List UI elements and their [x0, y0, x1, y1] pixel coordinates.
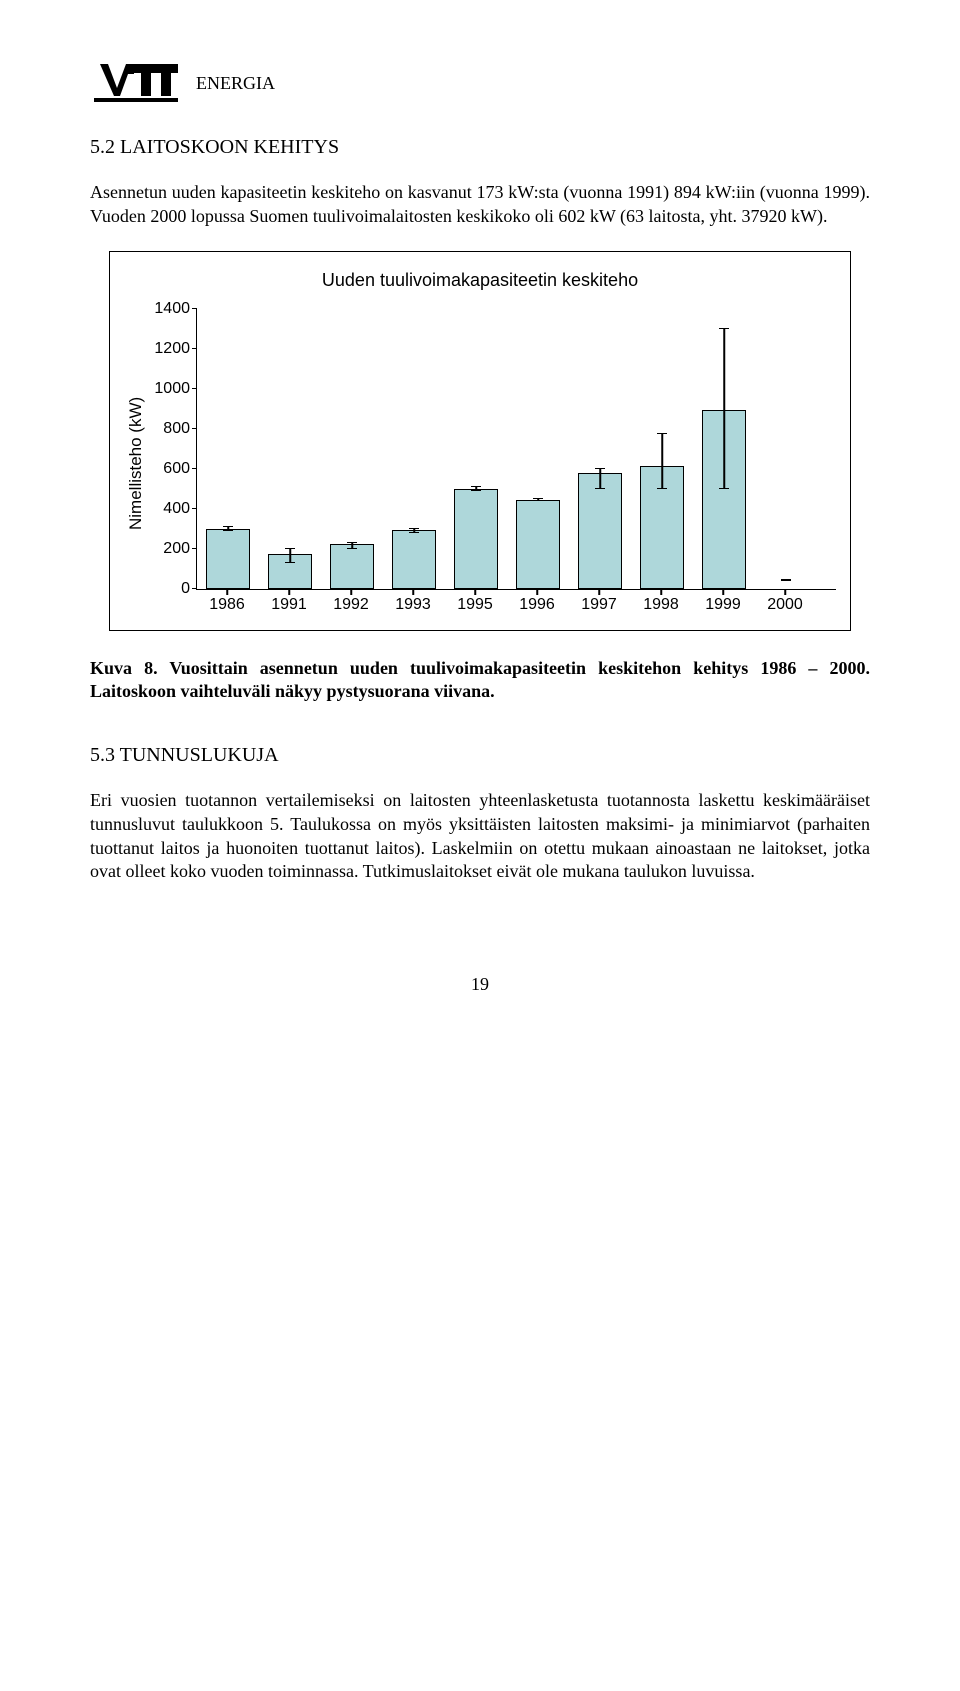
bar-slot [516, 309, 560, 589]
x-tickmark [536, 590, 538, 595]
y-tickmark [192, 388, 197, 390]
x-tick-label: 1999 [705, 596, 741, 614]
bar [206, 529, 250, 589]
error-cap [223, 526, 233, 528]
bar-slot [206, 309, 250, 589]
error-line [599, 469, 601, 489]
x-tickmark [412, 590, 414, 595]
error-cap [719, 328, 729, 330]
error-cap [285, 548, 295, 550]
error-cap [595, 488, 605, 490]
bar [330, 544, 374, 589]
y-tickmark [192, 548, 197, 550]
vtt-logo [90, 60, 180, 106]
x-tick-label: 1993 [395, 596, 431, 614]
x-tickmark [226, 590, 228, 595]
bar [578, 473, 622, 589]
x-tick-labels: 1986 1991 1992 1993 1995 1996 1997 1998 1999 2000 [196, 590, 816, 618]
y-tickmark [192, 508, 197, 510]
x-tickmark [598, 590, 600, 595]
page-number: 19 [90, 974, 870, 995]
error-cap [409, 532, 419, 534]
error-cap [533, 500, 543, 502]
bar [454, 489, 498, 589]
x-tick-label: 1998 [643, 596, 679, 614]
bar-slot [702, 309, 746, 589]
x-tickmark [288, 590, 290, 595]
plot-column: 0200400600800100012001400 19861991199219… [148, 309, 836, 618]
bars-layer [197, 309, 836, 589]
x-tick-label: 1997 [581, 596, 617, 614]
section-5-3-heading: 5.3 TUNNUSLUKUJA [90, 744, 870, 767]
y-tickmark [192, 348, 197, 350]
bar [392, 530, 436, 589]
x-tick-label: 1986 [209, 596, 245, 614]
y-tick-labels: 0200400600800100012001400 [148, 309, 196, 589]
section-5-2-para: Asennetun uuden kapasiteetin keskiteho o… [90, 181, 870, 229]
error-cap [409, 528, 419, 530]
error-line [723, 329, 725, 489]
plot-row: 0200400600800100012001400 [148, 309, 836, 590]
bar-slot [392, 309, 436, 589]
error-cap [781, 580, 791, 582]
figure-caption: Kuva 8. Vuosittain asennetun uuden tuuli… [90, 657, 870, 705]
y-tickmark [192, 308, 197, 310]
x-tick-label: 1991 [271, 596, 307, 614]
chart-body: Nimellisteho (kW) 0200400600800100012001… [124, 309, 836, 618]
error-cap [471, 486, 481, 488]
error-cap [285, 562, 295, 564]
bar-slot [454, 309, 498, 589]
x-tick-label: 1992 [333, 596, 369, 614]
error-line [661, 434, 663, 489]
bar [516, 500, 560, 589]
section-5-3-para: Eri vuosien tuotannon vertailemiseksi on… [90, 789, 870, 884]
bar-slot [330, 309, 374, 589]
chart-frame: Uuden tuulivoimakapasiteetin keskiteho N… [109, 251, 851, 631]
x-tickmark [660, 590, 662, 595]
error-cap [657, 433, 667, 435]
bar-slot [764, 309, 808, 589]
bar-slot [578, 309, 622, 589]
error-line [289, 549, 291, 563]
error-cap [471, 490, 481, 492]
x-tickmark [722, 590, 724, 595]
x-tickmark [784, 590, 786, 595]
header-energia: ENERGIA [196, 73, 275, 94]
error-cap [719, 488, 729, 490]
x-tick-label: 2000 [767, 596, 803, 614]
caption-bold: Kuva 8. Vuosittain asennetun uuden tuuli… [90, 658, 870, 702]
bar-slot [268, 309, 312, 589]
error-cap [595, 468, 605, 470]
error-cap [223, 530, 233, 532]
section-5-2-heading: 5.2 LAITOSKOON KEHITYS [90, 136, 870, 159]
error-cap [347, 548, 357, 550]
y-tickmark [192, 468, 197, 470]
page: ENERGIA 5.2 LAITOSKOON KEHITYS Asennetun… [0, 0, 960, 1035]
error-cap [347, 542, 357, 544]
y-axis-title: Nimellisteho (kW) [124, 309, 148, 618]
x-tickmark [474, 590, 476, 595]
plot-area [196, 309, 836, 590]
x-tickmark [350, 590, 352, 595]
chart-title: Uuden tuulivoimakapasiteetin keskiteho [124, 270, 836, 291]
x-tick-label: 1996 [519, 596, 555, 614]
y-tickmark [192, 428, 197, 430]
header: ENERGIA [90, 60, 870, 106]
error-cap [657, 488, 667, 490]
x-tick-label: 1995 [457, 596, 493, 614]
bar-slot [640, 309, 684, 589]
